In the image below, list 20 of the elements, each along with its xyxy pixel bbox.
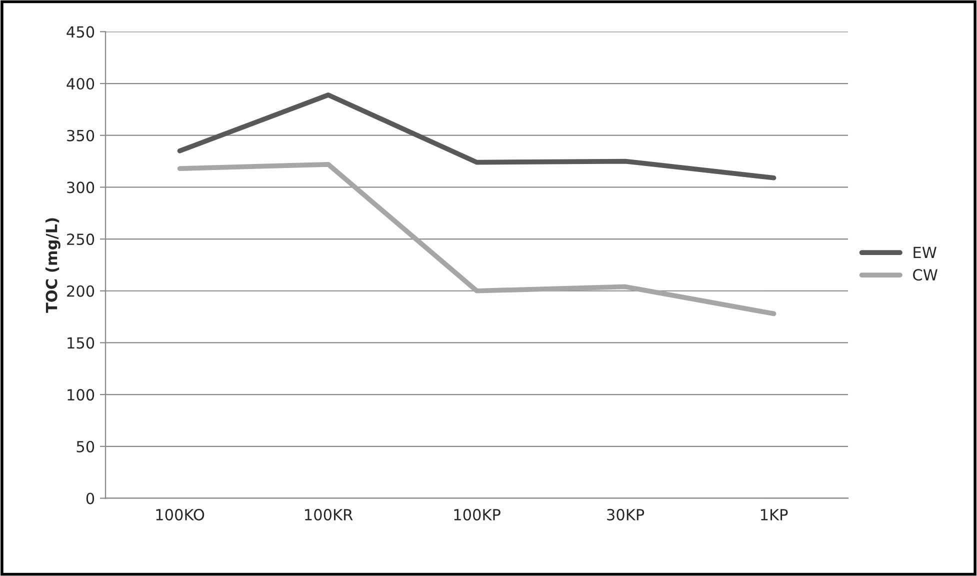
y-tick-label: 250 xyxy=(67,234,94,246)
x-tick-label: 30KP xyxy=(607,508,644,520)
legend-label: EW xyxy=(914,246,936,258)
y-tick-label: 0 xyxy=(86,492,94,504)
line-series xyxy=(177,162,776,316)
y-tick-label: 150 xyxy=(68,337,94,349)
line-series xyxy=(177,92,776,180)
legend-label: CW xyxy=(913,269,938,281)
x-tick-label: 100KR xyxy=(305,508,353,520)
y-axis-title: TOC (mg/L) xyxy=(45,218,60,313)
x-tick-label: 100KP xyxy=(454,508,500,520)
y-tick-label: 100 xyxy=(68,389,94,401)
y-tick-label: 400 xyxy=(66,78,94,90)
x-tick-label: 1KP xyxy=(760,509,788,520)
y-tick-label: 350 xyxy=(67,130,94,142)
y-tick-label: 50 xyxy=(76,440,94,452)
y-tick-label: 300 xyxy=(67,182,94,194)
y-tick-label: 450 xyxy=(66,26,94,38)
x-tick-label: 100KO xyxy=(156,508,204,520)
y-tick-label: 200 xyxy=(67,285,94,297)
